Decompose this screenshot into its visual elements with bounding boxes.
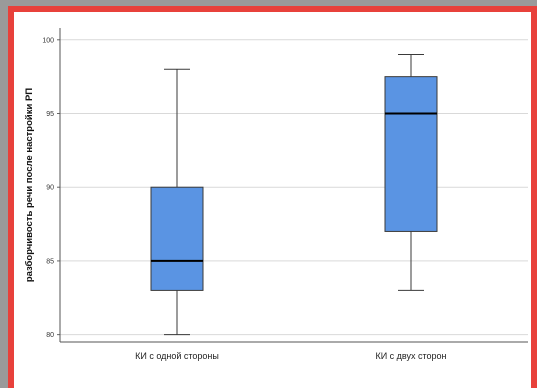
box-group	[384, 54, 438, 291]
chart-frame: разборчивость речи после настройки РП 80…	[8, 6, 537, 388]
box-group	[150, 68, 204, 336]
y-tick-label: 100	[42, 37, 54, 44]
labels: разборчивость речи после настройки РП 80…	[24, 37, 447, 361]
iqr-box	[384, 76, 438, 232]
x-category-label: КИ с одной стороны	[135, 351, 219, 361]
y-tick-label: 90	[46, 185, 54, 192]
boxes	[150, 54, 438, 336]
y-tick-label: 85	[46, 258, 54, 265]
x-category-label: КИ с двух сторон	[375, 351, 446, 361]
axes	[57, 28, 528, 343]
iqr-box	[150, 186, 204, 291]
y-tick-label: 95	[46, 111, 54, 118]
gridlines	[60, 39, 528, 336]
chart-panel: разборчивость речи после настройки РП 80…	[14, 12, 531, 388]
y-axis-title: разборчивость речи после настройки РП	[24, 88, 35, 282]
boxplot-chart: разборчивость речи после настройки РП 80…	[24, 28, 528, 361]
y-tick-label: 80	[46, 332, 54, 339]
